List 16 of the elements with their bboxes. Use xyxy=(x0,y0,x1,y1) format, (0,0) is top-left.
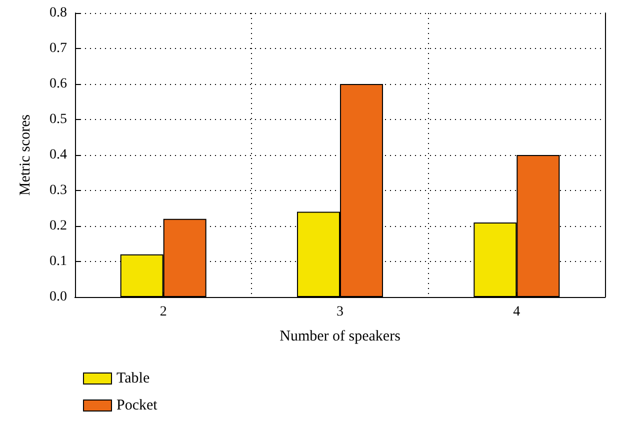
y-axis-title: Metric scores xyxy=(18,114,34,196)
y-tick-label: 0.6 xyxy=(50,76,67,92)
legend-label: Pocket xyxy=(116,398,158,414)
x-tick-label: 2 xyxy=(160,304,167,320)
y-tick-label: 0.8 xyxy=(50,6,67,20)
y-tick-label: 0.4 xyxy=(50,148,67,162)
legend-label: Table xyxy=(116,370,150,386)
y-tick-label: 0.3 xyxy=(50,183,67,198)
x-tick-label: 3 xyxy=(336,304,344,320)
x-axis-title: Number of speakers xyxy=(280,328,401,344)
x-tick-label: 4 xyxy=(513,304,520,320)
y-tick-label: 0.2 xyxy=(50,218,67,234)
y-tick-label: 0.1 xyxy=(50,254,67,269)
y-tick-label: 0.0 xyxy=(50,290,67,304)
y-tick-label: 0.7 xyxy=(50,41,67,56)
y-tick-label: 0.5 xyxy=(50,112,67,127)
